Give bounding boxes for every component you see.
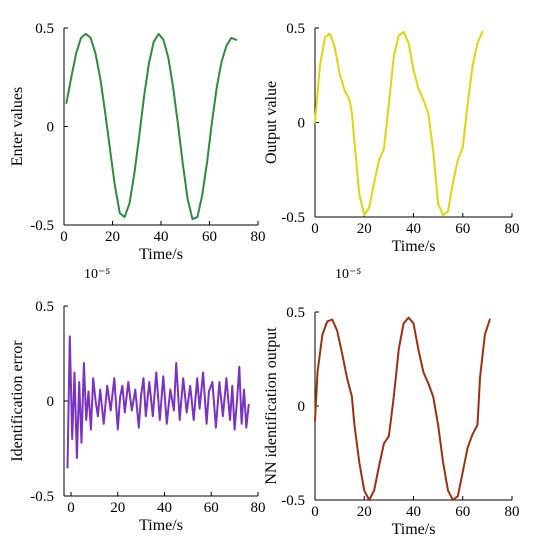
x-tick-label: 0	[67, 500, 75, 516]
y-axis-title: NN identification output	[263, 327, 280, 485]
y-tick-label: 0	[47, 394, 55, 410]
x-axis-title: Time/s	[392, 521, 436, 538]
chart-panel-3: 0 20 40 60 80 -0.5 0 0.5 Time/s Identification er…	[9, 267, 266, 534]
x-tick-label: 40	[406, 504, 421, 520]
x-tick-label: 60	[204, 500, 219, 516]
y-tick-label: 0.5	[286, 21, 305, 37]
y-tick-label: 0.5	[35, 299, 54, 315]
series-line	[314, 316, 491, 501]
x-tick-label: 0	[311, 504, 319, 520]
x-tick-label: 60	[455, 504, 470, 520]
x-tick-label: 20	[357, 504, 372, 520]
chart-panel-4: 0 20 40 60 80 -0.5 0 0.5 Time/s NN identification…	[263, 267, 520, 538]
y-tick-label: 0	[298, 116, 306, 132]
x-axis-title: Time/s	[139, 517, 183, 534]
x-axis-title: Time/s	[392, 238, 436, 255]
chart-panel-1: 0 20 40 60 80 -0.5 0 0.5 Time/s Enter values	[9, 21, 266, 263]
x-tick-label: 60	[455, 221, 470, 237]
x-tick-label: 60	[202, 229, 217, 245]
y-axis-title: Identification error	[9, 340, 26, 462]
chart-panel-2: 0 20 40 60 80 -0.5 0 0.5 Time/s Output value	[263, 21, 520, 255]
y-tick-label: -0.5	[30, 218, 54, 234]
y-axis-title: Enter values	[9, 87, 26, 167]
x-tick-label: 40	[406, 221, 421, 237]
x-tick-label: 80	[251, 500, 266, 516]
y-tick-label: 0.5	[35, 21, 54, 37]
series-line	[65, 32, 238, 221]
y-tick-label: 0	[298, 399, 306, 415]
y-tick-label: 0	[47, 120, 55, 136]
x-tick-label: 80	[505, 504, 520, 520]
series-line	[66, 335, 250, 469]
y-tick-label: -0.5	[281, 493, 305, 509]
y-tick-label: -0.5	[281, 210, 305, 226]
y-axis-title: Output value	[263, 81, 280, 164]
x-tick-label: 0	[311, 221, 319, 237]
x-tick-label: 40	[157, 500, 172, 516]
exponent-label: 10⁻⁵	[335, 267, 361, 282]
x-tick-label: 0	[60, 229, 68, 245]
series-line	[314, 30, 484, 217]
x-axis-title: Time/s	[139, 246, 183, 263]
x-tick-label: 20	[357, 221, 372, 237]
x-tick-label: 80	[505, 221, 520, 237]
exponent-label: 10⁻⁵	[84, 267, 110, 282]
y-tick-label: -0.5	[30, 489, 54, 505]
x-tick-label: 80	[251, 229, 266, 245]
x-tick-label: 40	[154, 229, 169, 245]
x-tick-label: 20	[105, 229, 120, 245]
y-tick-label: 0.5	[286, 305, 305, 321]
x-tick-label: 20	[110, 500, 125, 516]
